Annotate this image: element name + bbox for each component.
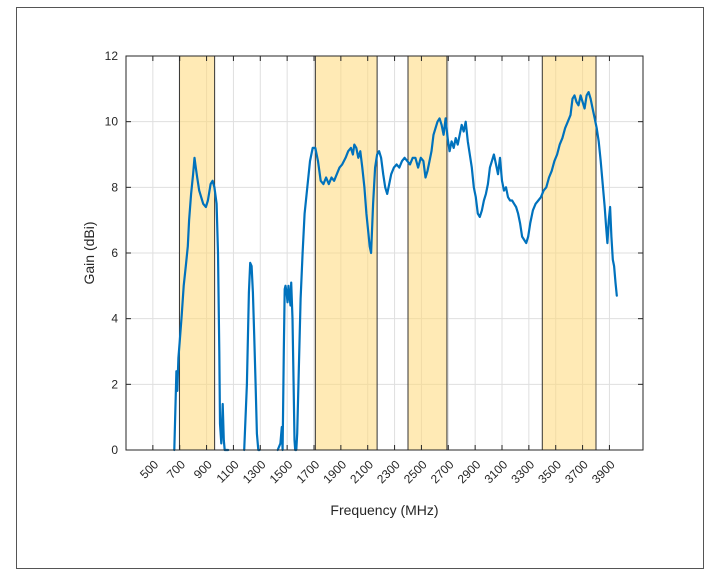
y-tick-label: 6: [111, 246, 118, 260]
band-1: [178, 55, 216, 451]
x-tick-label: 500: [137, 457, 161, 481]
x-tick-label: 2700: [428, 457, 457, 486]
gain-line-segment: [243, 261, 261, 452]
x-axis-label: Frequency (MHz): [330, 502, 438, 518]
x-tick-label: 3300: [508, 457, 537, 486]
gain-line-segment: [173, 156, 230, 452]
y-tick-label: 4: [111, 312, 118, 326]
y-tick-label: 8: [111, 180, 118, 194]
x-tick-label: 3900: [589, 457, 618, 486]
band-3: [407, 55, 448, 451]
x-tick-label: 700: [164, 457, 188, 481]
x-tick-label: 2500: [401, 457, 430, 486]
y-tick-label: 10: [105, 115, 119, 129]
gain-line-segment: [276, 90, 618, 452]
x-tick-label: 1100: [214, 457, 242, 485]
y-tick-label: 2: [111, 377, 118, 391]
x-tick-label: 3500: [535, 457, 564, 486]
x-tick-label: 1900: [320, 457, 349, 486]
x-tick-label: 2100: [347, 457, 376, 486]
x-tick-label: 1300: [240, 457, 269, 486]
x-tick-label: 3700: [562, 457, 591, 486]
y-axis-label: Gain (dBi): [81, 221, 97, 284]
x-tick-label: 2900: [455, 457, 484, 486]
x-tick-label: 2300: [374, 457, 403, 486]
x-tick-label: 1500: [267, 457, 296, 486]
band-4: [541, 55, 597, 451]
x-tick-label: 1700: [294, 457, 323, 486]
band-2: [314, 55, 378, 451]
y-tick-label: 12: [105, 49, 119, 63]
x-tick-label: 900: [191, 457, 215, 481]
y-tick-label: 0: [111, 443, 118, 457]
x-tick-label: 3100: [482, 457, 511, 486]
